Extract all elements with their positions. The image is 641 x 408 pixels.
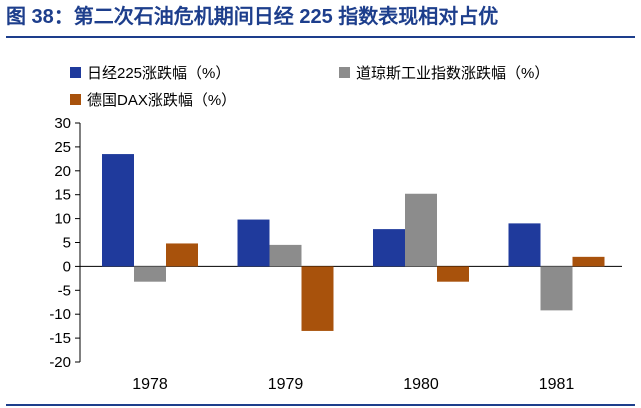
- bar-1981-series-0: [508, 223, 541, 267]
- title-divider: [6, 36, 635, 38]
- bar-1978-series-2: [166, 243, 198, 267]
- x-category-label: 1981: [539, 376, 575, 393]
- legend-item-dow: 道琼斯工业指数涨跌幅（%）: [339, 62, 549, 82]
- y-tick-label: 30: [54, 115, 71, 132]
- legend-item-nikkei: 日经225涨跌幅（%）: [70, 62, 230, 82]
- bar-1981-series-1: [540, 266, 573, 311]
- x-category-label: 1978: [132, 376, 168, 393]
- y-tick-label: 15: [54, 187, 71, 204]
- y-tick-label: -20: [49, 354, 71, 371]
- y-tick-label: -5: [58, 282, 71, 299]
- bar-1978-series-1: [134, 266, 166, 282]
- y-tick-label: 5: [63, 235, 71, 252]
- bar-1980-series-2: [437, 266, 469, 282]
- bar-1979-series-1: [269, 244, 302, 267]
- legend-swatch-dax: [70, 93, 81, 105]
- y-tick-label: 20: [54, 163, 71, 180]
- bottom-divider: [6, 404, 635, 406]
- legend-swatch-dow: [339, 66, 350, 78]
- bar-1979-series-2: [301, 266, 334, 331]
- y-tick-label: -15: [49, 330, 71, 347]
- y-tick-label: -10: [49, 306, 71, 323]
- y-tick-label: 25: [54, 139, 71, 156]
- legend-label-dax: 德国DAX涨跌幅（%）: [87, 91, 237, 109]
- y-tick-label: 10: [54, 211, 71, 228]
- x-category-label: 1979: [268, 376, 304, 393]
- chart-title: 图 38：第二次石油危机期间日经 225 指数表现相对占优: [6, 6, 499, 28]
- bar-1979-series-0: [237, 219, 270, 267]
- bar-1981-series-2: [572, 256, 605, 267]
- bar-1978-series-0: [102, 154, 134, 267]
- legend-label-dow: 道琼斯工业指数涨跌幅（%）: [356, 64, 550, 82]
- y-tick-label: 0: [63, 258, 71, 275]
- bar-1980-series-0: [373, 229, 405, 267]
- legend-item-dax: 德国DAX涨跌幅（%）: [70, 89, 236, 109]
- legend-swatch-nikkei: [70, 66, 81, 78]
- legend-label-nikkei: 日经225涨跌幅（%）: [87, 64, 231, 82]
- bar-1980-series-1: [405, 193, 437, 267]
- x-category-label: 1980: [403, 376, 439, 393]
